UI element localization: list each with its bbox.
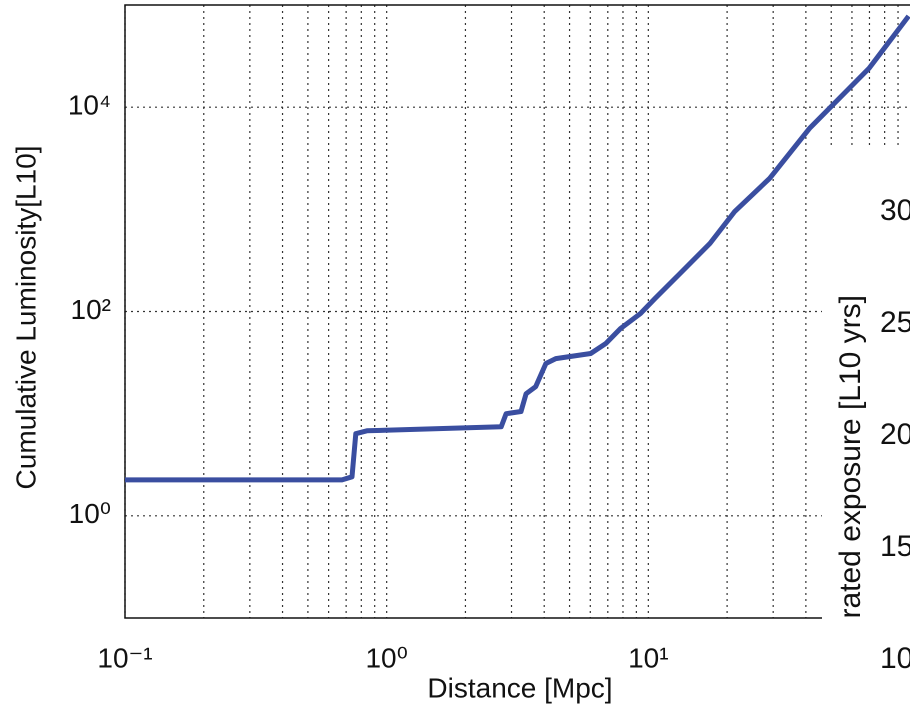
second-chart: 10 15 20 25 30 rated exposure [L10 yrs]: [834, 194, 910, 675]
data-line: [125, 14, 910, 483]
main-chart: 10⁻¹ 10⁰ 10¹ 10⁰ 10² 10⁴ Distance [Mpc] Cumulat…: [10, 4, 910, 703]
y-tick-label: 30: [880, 194, 910, 227]
x-tick-label: 10⁻¹: [97, 642, 152, 673]
inset-panel: [822, 145, 910, 711]
y-axis-label: rated exposure [L10 yrs]: [834, 295, 867, 619]
x-axis-label: Distance [Mpc]: [427, 672, 612, 703]
axis-frame: [124, 4, 910, 619]
y-tick-label: 10²: [71, 294, 111, 325]
y-tick-label: 20: [880, 418, 910, 451]
y-tick-label: 25: [880, 306, 910, 339]
y-axis-label: Cumulative Luminosity[L10]: [10, 146, 41, 490]
y-tick-label: 10: [880, 642, 910, 675]
x-tick-label: 10¹: [628, 642, 668, 673]
x-tick-label: 10⁰: [365, 642, 407, 673]
y-tick-label: 15: [880, 530, 910, 563]
y-tick-label: 10⁰: [69, 498, 111, 529]
y-tick-label: 10⁴: [68, 90, 111, 121]
